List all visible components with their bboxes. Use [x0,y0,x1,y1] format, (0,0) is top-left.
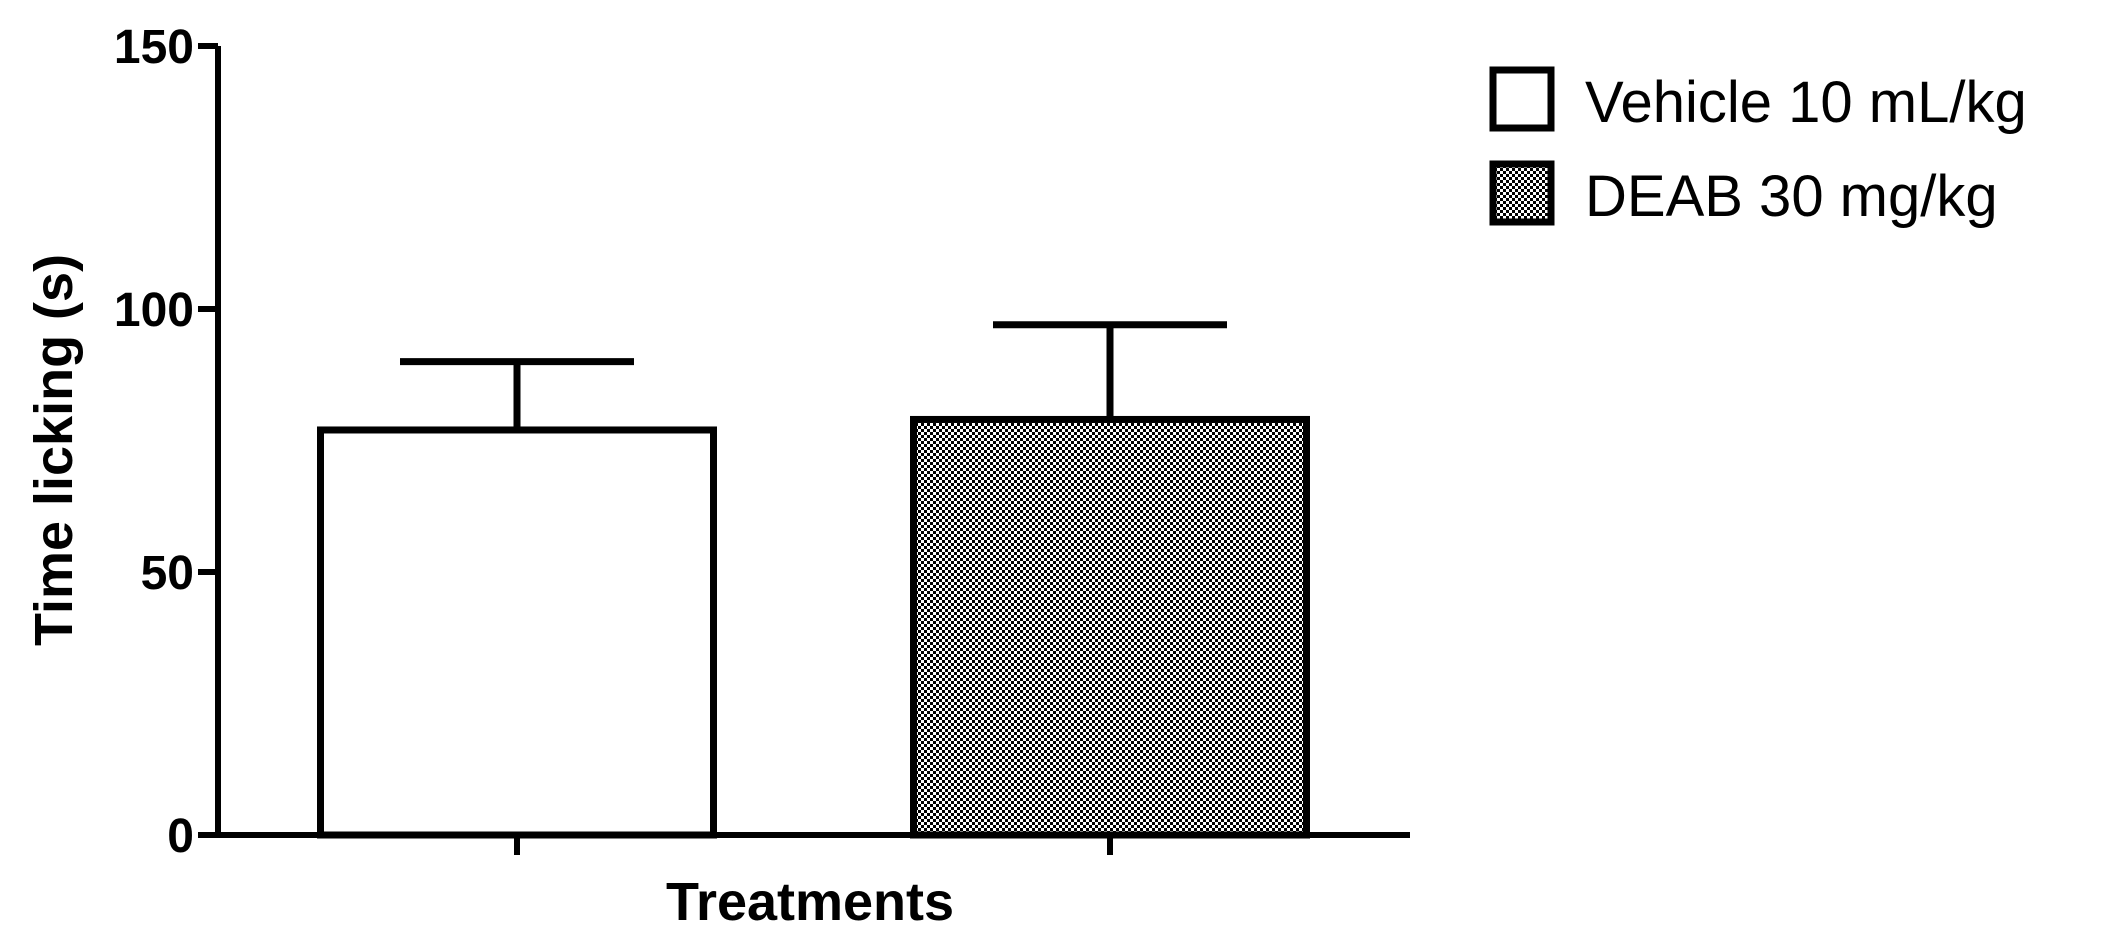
legend-label: Vehicle 10 mL/kg [1585,70,2027,135]
legend-swatch [1489,160,1555,226]
y-tick-label: 50 [141,547,194,600]
legend-swatch [1489,66,1555,132]
bars-group [317,321,1310,839]
y-tick-label: 150 [114,21,194,74]
bar-2 [910,415,1310,839]
legend: Vehicle 10 mL/kg DEAB 30 mg/kg [1489,66,2027,229]
y-tick-label: 0 [167,810,194,863]
bar-1 [317,426,717,839]
y-axis-title: Time licking (s) [24,254,84,646]
y-tick-label: 100 [114,284,194,337]
legend-label: DEAB 30 mg/kg [1585,164,1998,229]
x-axis-title: Treatments [666,872,954,932]
